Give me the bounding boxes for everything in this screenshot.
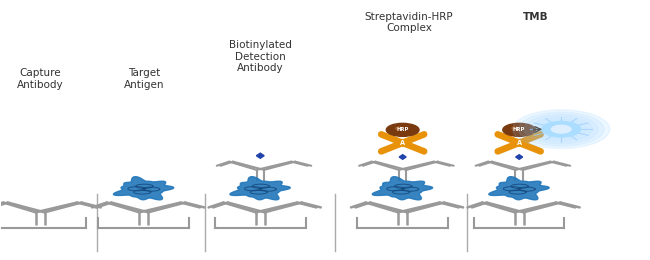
Text: Streptavidin-HRP
Complex: Streptavidin-HRP Complex (365, 12, 454, 33)
Text: Capture
Antibody: Capture Antibody (17, 68, 64, 90)
Polygon shape (515, 155, 523, 159)
Circle shape (511, 140, 527, 146)
Text: A: A (517, 140, 522, 146)
Circle shape (552, 125, 571, 133)
Text: Target
Antigen: Target Antigen (124, 68, 164, 90)
Circle shape (513, 110, 610, 148)
Circle shape (519, 112, 604, 146)
Circle shape (525, 114, 598, 144)
Text: HRP: HRP (513, 127, 525, 132)
Text: HRP: HRP (396, 127, 409, 132)
Circle shape (386, 123, 419, 136)
Text: TMB: TMB (523, 12, 548, 22)
Circle shape (395, 127, 402, 129)
Polygon shape (399, 155, 406, 159)
Polygon shape (230, 177, 290, 200)
Polygon shape (256, 153, 264, 158)
Circle shape (512, 127, 518, 129)
Circle shape (503, 123, 536, 136)
Text: A: A (400, 140, 405, 146)
Polygon shape (114, 177, 174, 200)
Text: Biotinylated
Detection
Antibody: Biotinylated Detection Antibody (229, 40, 292, 73)
Circle shape (542, 121, 580, 137)
Circle shape (395, 140, 411, 146)
Polygon shape (489, 177, 549, 200)
Polygon shape (372, 177, 433, 200)
Circle shape (530, 117, 592, 141)
